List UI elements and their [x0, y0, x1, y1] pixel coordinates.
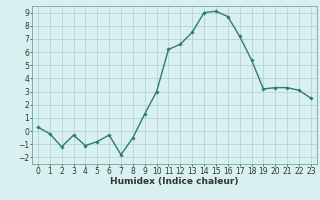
- X-axis label: Humidex (Indice chaleur): Humidex (Indice chaleur): [110, 177, 239, 186]
